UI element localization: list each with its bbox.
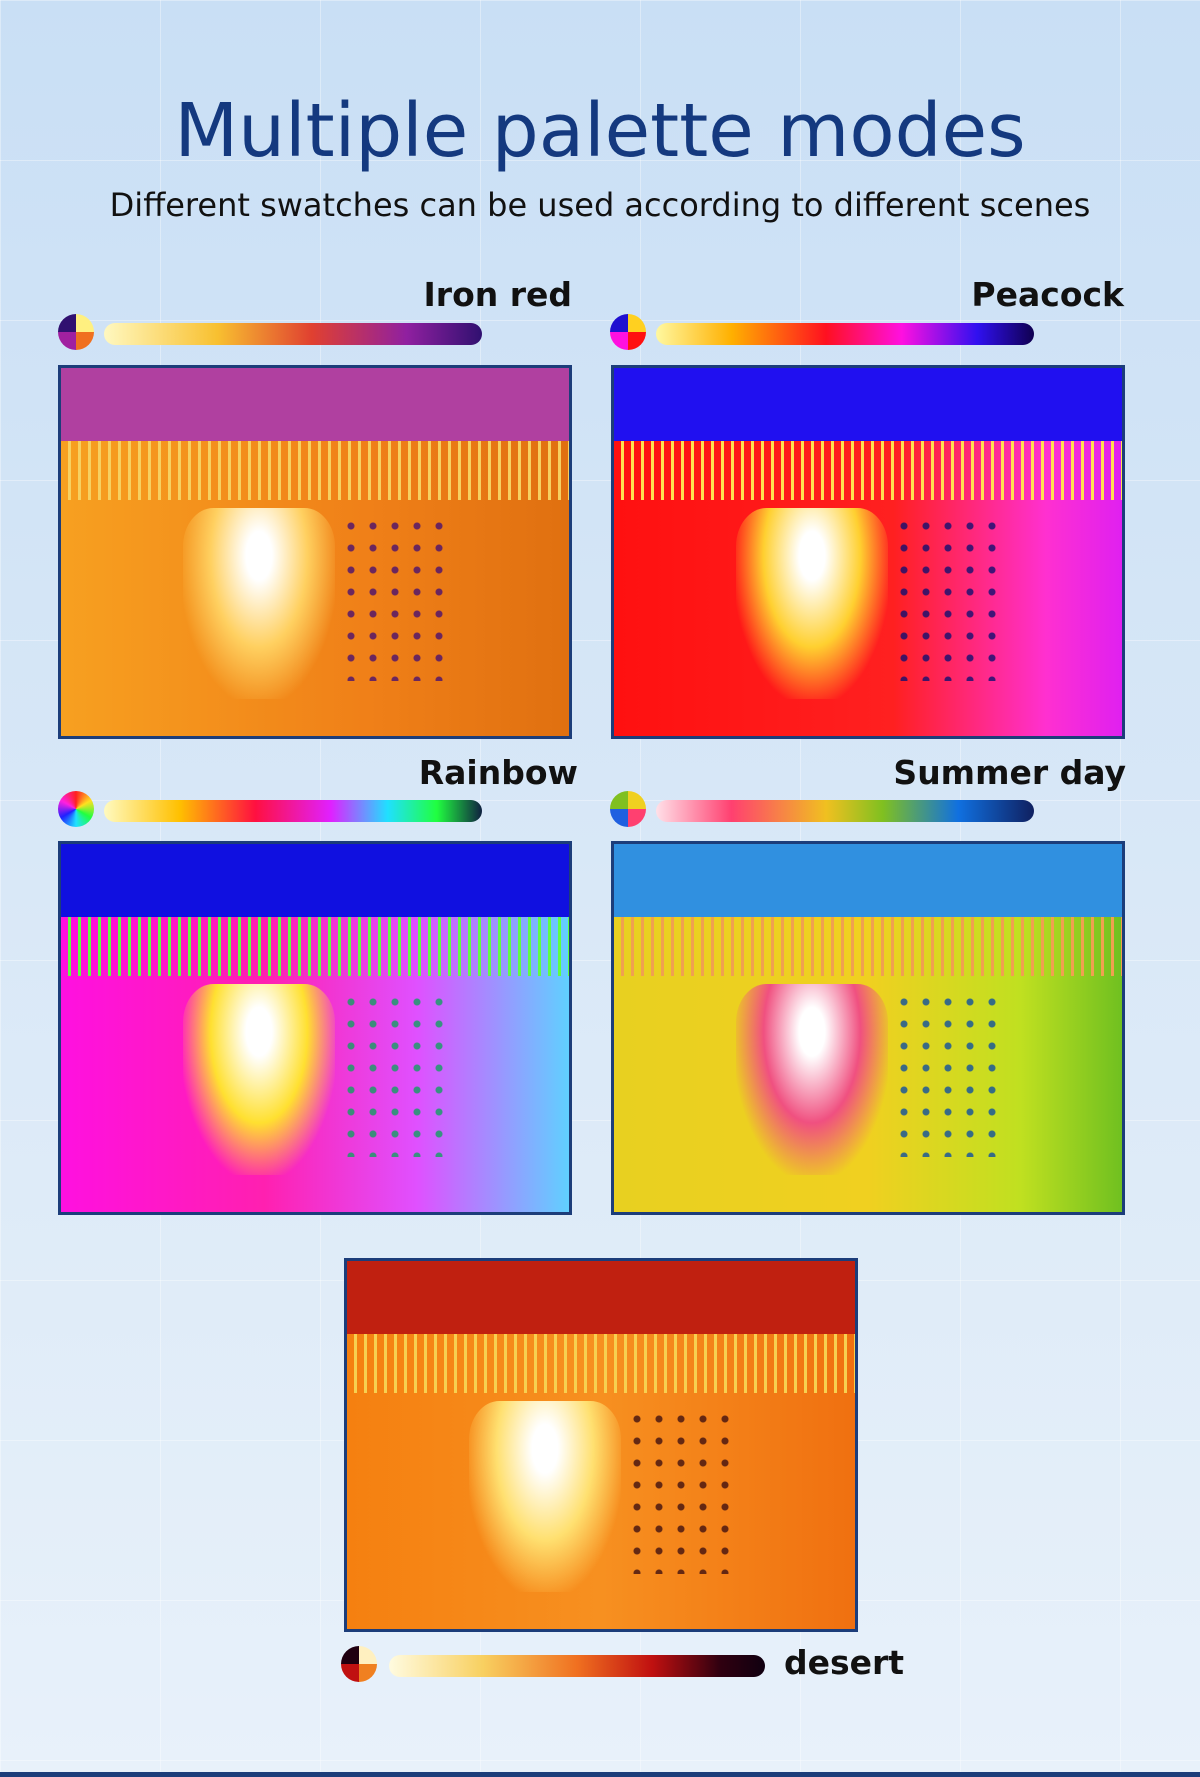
palette-icon	[341, 1646, 377, 1682]
palette-icon	[610, 314, 646, 350]
palette-icon	[610, 791, 646, 827]
palette-name: Rainbow	[418, 753, 578, 792]
palette-name: Peacock	[971, 275, 1124, 314]
thermal-image	[58, 365, 572, 739]
palette-icon	[58, 314, 94, 350]
palette-name: desert	[784, 1643, 905, 1682]
thermal-image	[344, 1258, 858, 1632]
palette-bar	[656, 800, 1034, 822]
palette-bar	[389, 1655, 765, 1677]
title: Multiple palette modes	[174, 88, 1026, 174]
palette-name: Iron red	[423, 275, 572, 314]
palette-bar	[104, 323, 482, 345]
palette-icon	[58, 791, 94, 827]
subtitle: Different swatches can be used according…	[109, 186, 1091, 224]
palette-bar	[656, 323, 1034, 345]
bottom-rule	[0, 1772, 1200, 1777]
palette-name: Summer day	[893, 753, 1126, 792]
thermal-image	[611, 365, 1125, 739]
palette-bar	[104, 800, 482, 822]
thermal-image	[611, 841, 1125, 1215]
thermal-image	[58, 841, 572, 1215]
